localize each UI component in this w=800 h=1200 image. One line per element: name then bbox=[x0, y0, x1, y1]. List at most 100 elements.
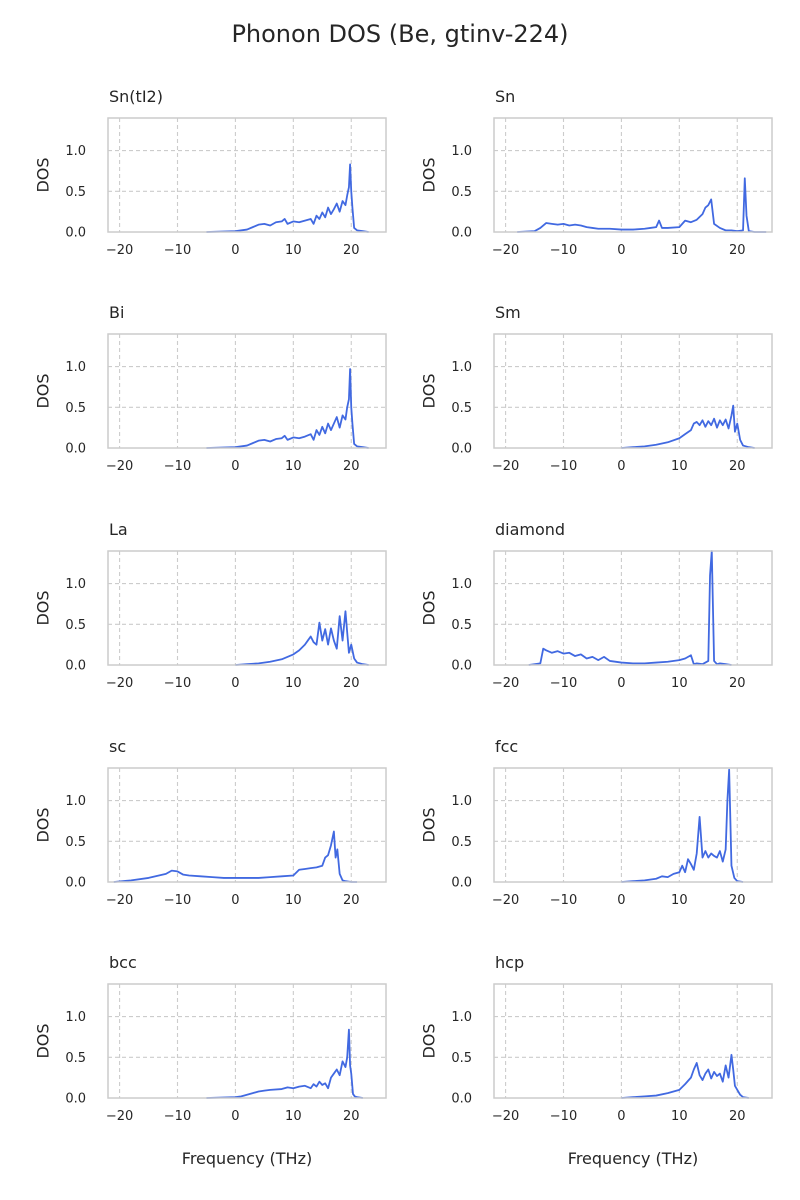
x-tick-label: −10 bbox=[550, 893, 577, 908]
x-tick-label: 10 bbox=[671, 243, 688, 258]
x-tick-label: 0 bbox=[617, 893, 625, 908]
y-tick-label: 1.0 bbox=[451, 1010, 472, 1025]
x-tick-label: 20 bbox=[729, 459, 746, 474]
subplot-title: hcp bbox=[495, 953, 524, 972]
subplot-title: bcc bbox=[109, 953, 137, 972]
subplot-title: La bbox=[109, 520, 128, 539]
dos-series-line bbox=[235, 610, 369, 666]
x-tick-label: 0 bbox=[617, 459, 625, 474]
y-tick-label: 1.0 bbox=[65, 360, 86, 375]
subplot-title: Sn bbox=[495, 87, 515, 106]
x-tick-label: 20 bbox=[729, 676, 746, 691]
x-tick-label: 20 bbox=[343, 893, 360, 908]
x-tick-label: 10 bbox=[671, 893, 688, 908]
y-tick-label: 0.0 bbox=[65, 659, 86, 674]
plot-frame bbox=[107, 333, 387, 449]
y-tick-label: 0.5 bbox=[65, 835, 86, 850]
y-axis-label: DOS bbox=[34, 373, 53, 408]
dos-series-line bbox=[113, 830, 358, 883]
plot-frame bbox=[493, 983, 773, 1099]
x-tick-label: −10 bbox=[164, 1109, 191, 1124]
x-tick-label: 20 bbox=[343, 676, 360, 691]
subplot-2: −20 −10 0 10 20 0.0 0.5 1.0 Sn DOS bbox=[420, 87, 773, 258]
y-tick-label: 1.0 bbox=[65, 1010, 86, 1025]
x-tick-label: −10 bbox=[164, 243, 191, 258]
y-tick-label: 1.0 bbox=[451, 360, 472, 375]
y-axis-label: DOS bbox=[420, 807, 439, 842]
y-tick-label: 0.0 bbox=[451, 442, 472, 457]
dos-series-line bbox=[517, 177, 767, 233]
y-tick-label: 0.5 bbox=[451, 835, 472, 850]
x-tick-label: 0 bbox=[231, 676, 239, 691]
x-tick-label: −10 bbox=[164, 893, 191, 908]
x-axis-label: Frequency (THz) bbox=[568, 1149, 698, 1168]
x-tick-label: −20 bbox=[106, 893, 133, 908]
y-tick-label: 0.0 bbox=[451, 659, 472, 674]
y-tick-label: 1.0 bbox=[451, 577, 472, 592]
dos-series-line bbox=[621, 1053, 749, 1099]
y-tick-label: 0.0 bbox=[65, 442, 86, 457]
x-tick-label: 20 bbox=[729, 243, 746, 258]
x-tick-label: 10 bbox=[285, 459, 302, 474]
plot-frame bbox=[493, 767, 773, 883]
plot-frame bbox=[493, 550, 773, 666]
x-tick-label: 10 bbox=[671, 676, 688, 691]
y-tick-label: 0.5 bbox=[65, 1051, 86, 1066]
subplot-title: fcc bbox=[495, 737, 518, 756]
x-tick-label: 10 bbox=[671, 1109, 688, 1124]
x-tick-label: −20 bbox=[492, 893, 519, 908]
x-tick-label: −20 bbox=[106, 1109, 133, 1124]
x-tick-label: 0 bbox=[617, 1109, 625, 1124]
y-tick-label: 0.0 bbox=[451, 876, 472, 891]
plot-frame bbox=[107, 550, 387, 666]
y-tick-label: 0.0 bbox=[65, 1092, 86, 1107]
y-tick-label: 0.5 bbox=[451, 401, 472, 416]
x-tick-label: −20 bbox=[492, 243, 519, 258]
dos-series-line bbox=[206, 163, 369, 233]
y-tick-label: 0.5 bbox=[451, 185, 472, 200]
subplot-10: −20 −10 0 10 20 0.0 0.5 1.0 hcp DOS Frequency (THz… bbox=[420, 953, 773, 1168]
y-tick-label: 0.0 bbox=[451, 1092, 472, 1107]
y-axis-label: DOS bbox=[34, 157, 53, 192]
y-tick-label: 0.5 bbox=[65, 401, 86, 416]
x-tick-label: 10 bbox=[285, 243, 302, 258]
y-axis-label: DOS bbox=[420, 157, 439, 192]
x-tick-label: 0 bbox=[231, 1109, 239, 1124]
y-tick-label: 0.5 bbox=[65, 185, 86, 200]
plot-frame bbox=[493, 333, 773, 449]
x-tick-label: −10 bbox=[164, 676, 191, 691]
subplot-5: −20 −10 0 10 20 0.0 0.5 1.0 La DOS bbox=[34, 520, 387, 691]
subplot-title: Sm bbox=[495, 303, 521, 322]
y-axis-label: DOS bbox=[420, 590, 439, 625]
y-tick-label: 0.5 bbox=[451, 1051, 472, 1066]
x-tick-label: 0 bbox=[231, 243, 239, 258]
subplot-1: −20 −10 0 10 20 0.0 0.5 1.0 Sn(tI2) DOS bbox=[34, 87, 387, 258]
x-tick-label: 20 bbox=[729, 1109, 746, 1124]
plot-frame bbox=[107, 767, 387, 883]
x-tick-label: 20 bbox=[729, 893, 746, 908]
x-tick-label: −20 bbox=[492, 1109, 519, 1124]
y-axis-label: DOS bbox=[34, 1023, 53, 1058]
x-tick-label: −10 bbox=[164, 459, 191, 474]
plot-frame bbox=[107, 117, 387, 233]
x-tick-label: 10 bbox=[285, 893, 302, 908]
subplot-3: −20 −10 0 10 20 0.0 0.5 1.0 Bi DOS bbox=[34, 303, 387, 474]
x-tick-label: −10 bbox=[550, 243, 577, 258]
x-tick-label: −10 bbox=[550, 459, 577, 474]
subplot-title: Bi bbox=[109, 303, 124, 322]
x-tick-label: 0 bbox=[231, 893, 239, 908]
x-tick-label: 20 bbox=[343, 1109, 360, 1124]
subplot-7: −20 −10 0 10 20 0.0 0.5 1.0 sc DOS bbox=[34, 737, 387, 908]
x-tick-label: −20 bbox=[106, 676, 133, 691]
dos-series-line bbox=[206, 368, 369, 449]
subplot-6: −20 −10 0 10 20 0.0 0.5 1.0 diamond DOS bbox=[420, 520, 773, 691]
y-tick-label: 1.0 bbox=[65, 144, 86, 159]
y-tick-label: 0.0 bbox=[451, 226, 472, 241]
figure-title: Phonon DOS (Be, gtinv-224) bbox=[231, 20, 569, 48]
x-tick-label: 0 bbox=[617, 243, 625, 258]
y-tick-label: 1.0 bbox=[65, 794, 86, 809]
y-tick-label: 1.0 bbox=[451, 144, 472, 159]
y-axis-label: DOS bbox=[420, 1023, 439, 1058]
x-tick-label: 10 bbox=[671, 459, 688, 474]
subplot-title: sc bbox=[109, 737, 126, 756]
